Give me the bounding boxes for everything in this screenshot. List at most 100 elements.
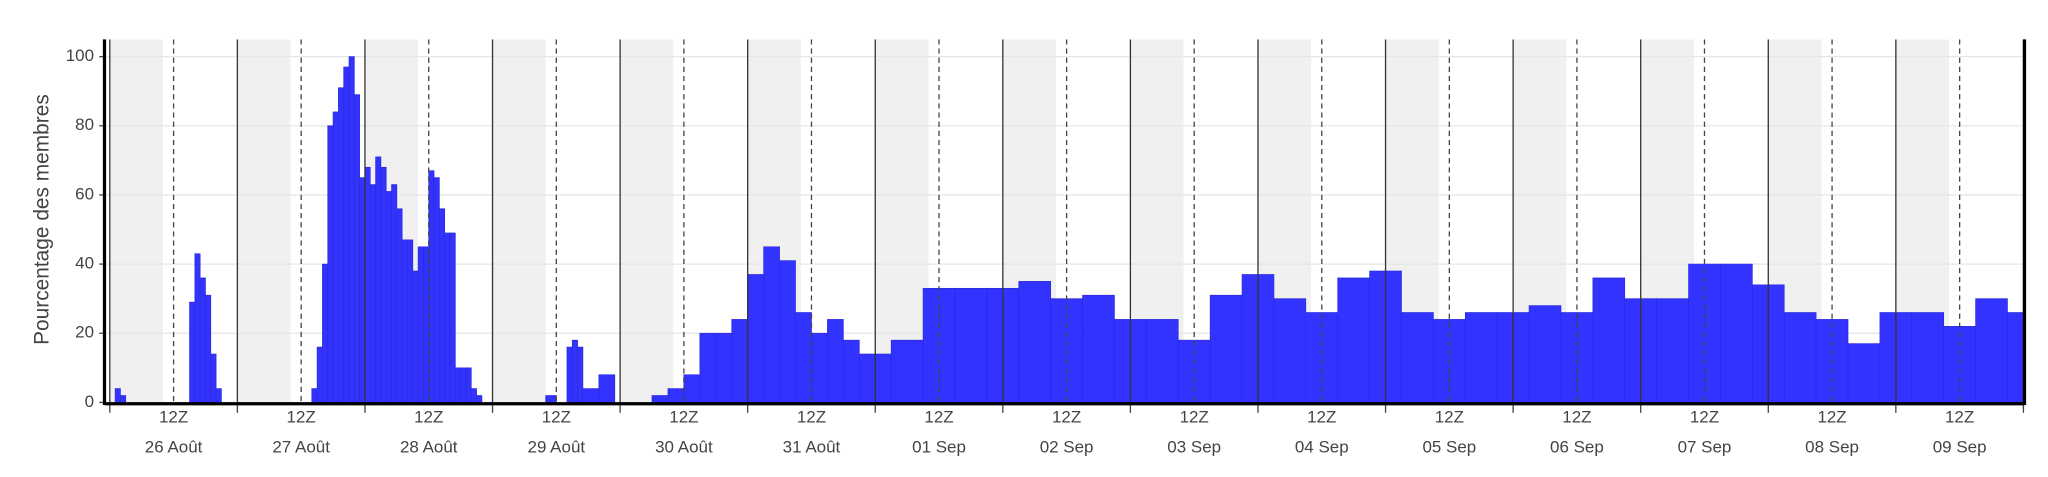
y-axis-title: Pourcentage des membres [31,94,54,345]
bar [369,184,376,403]
bar [343,66,350,403]
bar [779,260,796,403]
x-date-label: 29 Août [528,438,586,457]
x-tick-label: 12Z [1180,408,1209,427]
bar [1975,298,2008,403]
bar [460,367,467,403]
bar [327,125,334,403]
bar [401,239,408,403]
y-tick-label: 100 [66,46,94,65]
bar [843,339,860,403]
bar [566,346,573,403]
bar [1209,294,1243,403]
x-date-label: 06 Sep [1550,438,1604,457]
bar [1082,294,1115,403]
bar [120,395,127,403]
bar [470,388,477,403]
bar [731,319,749,403]
bar [189,301,196,403]
bar [874,353,892,403]
x-tick-label: 12Z [1690,408,1719,427]
x-tick-label: 12Z [287,408,316,427]
bar [114,388,121,403]
bar [348,56,355,403]
bar [1018,281,1051,403]
bar [407,239,414,403]
x-date-label: 02 Sep [1040,438,1094,457]
x-tick-label: 12Z [1562,408,1591,427]
bar [439,208,446,403]
bar [577,346,584,403]
bar [199,277,206,403]
bar [651,395,669,403]
bar [954,287,988,403]
bar [890,339,924,403]
x-tick-label: 12Z [542,408,571,427]
bar [311,388,318,403]
bar [1464,312,1498,403]
bar [811,332,828,403]
y-tick-label: 60 [75,184,94,203]
bar [545,395,557,403]
bar [1337,277,1370,403]
bar [444,232,451,403]
bar [1273,298,1307,403]
bar [210,353,217,403]
bar [391,184,398,403]
bar [215,388,222,403]
x-tick-label: 12Z [924,408,953,427]
x-date-label: 31 Août [783,438,841,457]
x-date-label: 03 Sep [1167,438,1221,457]
bar [194,253,201,403]
bar [412,270,419,403]
bar [417,246,424,403]
bar [359,177,366,403]
y-tick-label: 20 [75,323,94,342]
x-date-label: 27 Août [272,438,330,457]
bar [598,374,616,403]
bar [433,177,440,403]
bar [454,367,461,403]
x-date-label: 05 Sep [1422,438,1476,457]
x-date-label: 30 Août [655,438,713,457]
bar [385,191,392,403]
night-shade [620,39,674,403]
bar [338,87,345,403]
x-tick-label: 12Z [159,408,188,427]
bar [1720,263,1753,403]
bar [858,353,876,403]
y-tick-label: 40 [75,254,94,273]
bar [322,263,329,403]
bar [1401,312,1434,403]
night-shade [109,39,163,403]
bar [205,294,212,403]
bar [316,346,323,403]
bar [332,111,339,403]
bar [827,319,844,403]
x-tick-label: 12Z [1817,408,1846,427]
bar [667,388,685,403]
bar [582,388,600,403]
bar [1656,298,1689,403]
night-shade [492,39,546,403]
x-date-label: 28 Août [400,438,458,457]
bar [353,94,360,403]
x-date-label: 04 Sep [1295,438,1349,457]
night-shade [237,39,291,403]
bar [423,246,430,403]
bar [476,395,483,403]
x-tick-label: 12Z [1052,408,1081,427]
bar [375,156,382,403]
x-date-label: 07 Sep [1678,438,1732,457]
bar [380,166,387,403]
x-tick-label: 12Z [797,408,826,427]
x-tick-label: 12Z [1307,408,1336,427]
bar [1911,312,1945,403]
bar [364,166,371,403]
bar [571,339,578,403]
x-tick-label: 12Z [669,408,698,427]
bar [715,332,733,403]
bar [747,274,764,403]
